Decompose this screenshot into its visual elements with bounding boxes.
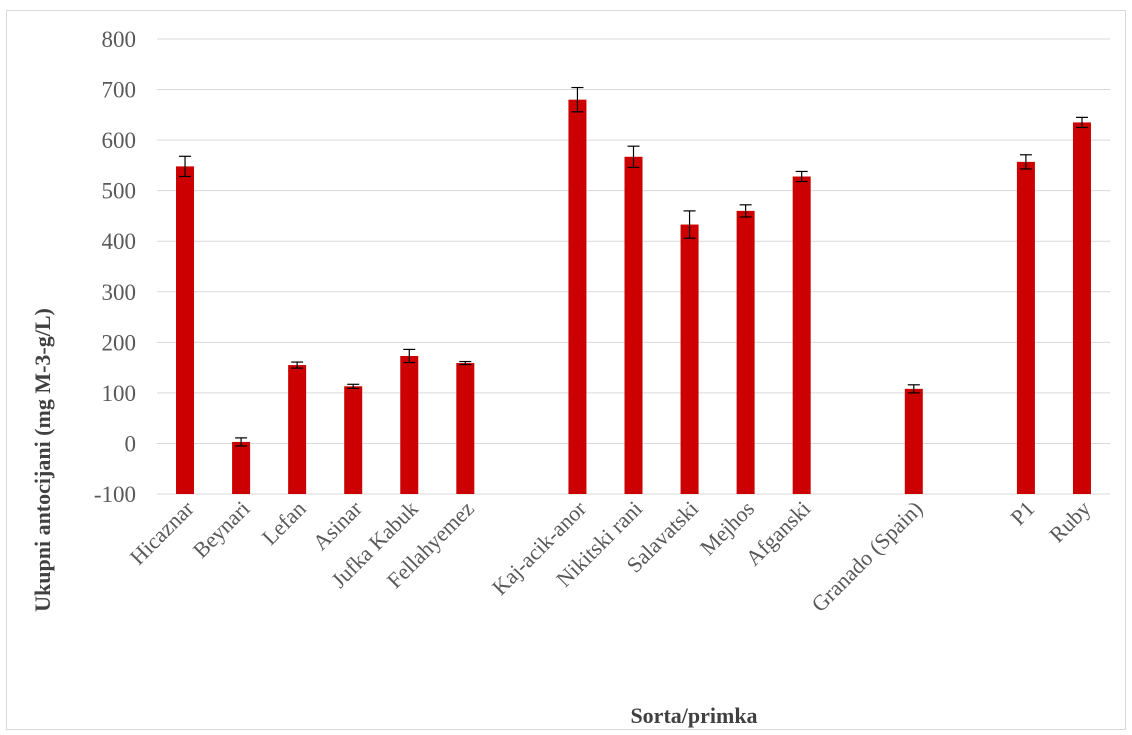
bar (456, 363, 475, 494)
bar (176, 166, 195, 494)
y-tick-label: 200 (102, 330, 137, 355)
x-category-label: Lefan (257, 496, 311, 550)
bars (176, 99, 1091, 495)
bar (680, 224, 699, 495)
x-category-label: Ruby (1044, 496, 1095, 547)
bar (232, 441, 251, 494)
y-tick-label: 700 (102, 78, 137, 103)
y-axis-ticks: -100 0 100 200 300 400 500 600 700 800 (94, 27, 136, 507)
x-category-label: Beynari (188, 496, 255, 563)
y-tick-label: 0 (125, 431, 137, 456)
y-tick-label: 300 (102, 280, 137, 305)
y-axis-title: Ukupni antocijani (mg M-3-g/L) (30, 308, 55, 612)
bar (288, 365, 307, 494)
x-category-label: Granado (Spain) (806, 496, 927, 617)
y-tick-label: 600 (102, 128, 137, 153)
bar (1072, 122, 1091, 495)
bar (736, 210, 755, 494)
bar (400, 355, 419, 494)
x-category-label: P1 (1005, 496, 1039, 530)
y-tick-label: 100 (102, 381, 137, 406)
bar (568, 99, 587, 495)
y-tick-label: 800 (102, 27, 137, 52)
y-tick-label: -100 (94, 482, 136, 507)
x-axis-title: Sorta/primka (630, 703, 757, 728)
y-tick-label: 400 (102, 229, 137, 254)
gridlines (157, 38, 1110, 495)
bar (344, 386, 363, 494)
bar (624, 156, 643, 495)
bar (792, 176, 811, 494)
error-bars (179, 86, 1088, 447)
y-tick-label: 500 (102, 179, 137, 204)
bar (1016, 161, 1035, 494)
bar (904, 388, 923, 494)
